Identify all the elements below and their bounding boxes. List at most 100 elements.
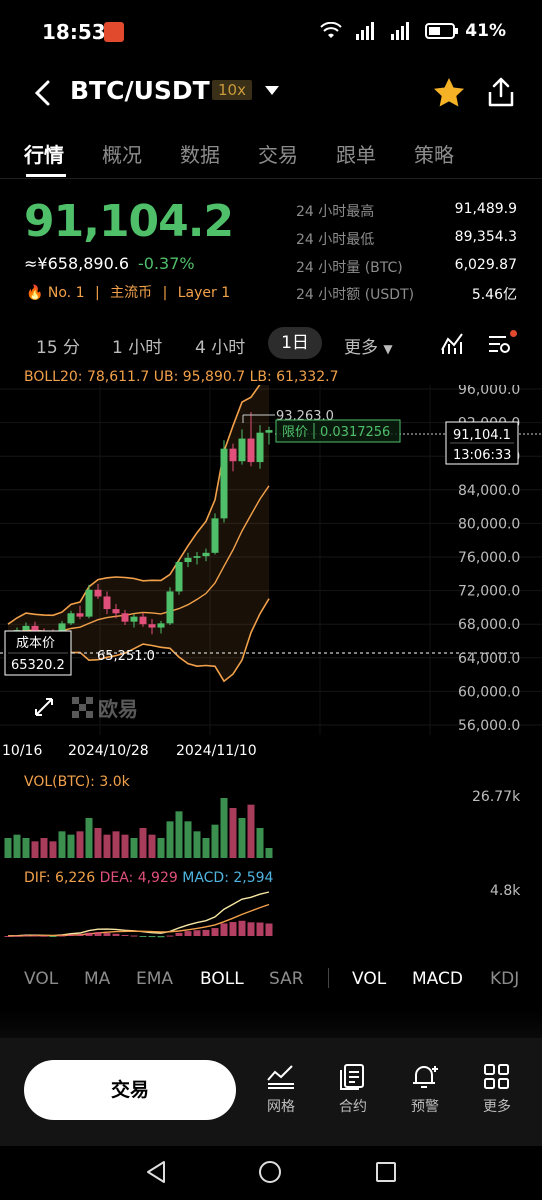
more-button[interactable]: 更多 xyxy=(472,1064,522,1116)
favorite-star-icon[interactable] xyxy=(432,76,466,108)
stat-label: 24 小时最高 xyxy=(296,204,375,220)
macd-bar xyxy=(112,933,120,936)
low-label: 65,251.0 xyxy=(97,649,155,664)
indicator-sub-macd[interactable]: MACD xyxy=(412,969,463,989)
interval-more[interactable]: 更多 ▼ xyxy=(344,333,393,358)
indicator-sub-vol[interactable]: VOL xyxy=(352,969,387,989)
volume-bars xyxy=(4,798,273,858)
alert-button[interactable]: 预警 xyxy=(400,1064,450,1116)
volume-legend: VOL(BTC): 3.0k xyxy=(24,774,130,790)
nav-recents-icon[interactable] xyxy=(374,1160,398,1184)
divider xyxy=(0,178,542,179)
contract-button[interactable]: 合约 xyxy=(328,1064,378,1116)
interval-4h[interactable]: 4 小时 xyxy=(195,338,246,358)
tab-strategy[interactable]: 策略 xyxy=(414,143,454,167)
macd-bar xyxy=(220,923,228,936)
stat-value: 91,489.9 xyxy=(454,201,517,217)
indicator-sub-kdj[interactable]: KDJ xyxy=(490,969,520,989)
candle-body xyxy=(103,596,111,610)
volume-bar xyxy=(58,831,66,858)
boll-upper-line xyxy=(7,385,261,625)
pair-title[interactable]: BTC/USDT xyxy=(70,76,210,105)
rank-tags[interactable]: 🔥 No. 1 | 主流币 | Layer 1 xyxy=(26,285,231,301)
macd-bar xyxy=(85,932,93,936)
macd-bar xyxy=(157,936,165,938)
stat-label: 24 小时额 (USDT) xyxy=(296,287,415,303)
grid-button-label: 网格 xyxy=(267,1099,295,1115)
date-label: 2024/11/10 xyxy=(176,743,257,759)
indicator-ema[interactable]: EMA xyxy=(136,969,174,989)
indicator-boll[interactable]: BOLL xyxy=(200,969,244,989)
price-axis-label: 64,000.0 xyxy=(458,651,520,667)
macd-dea: DEA: 4,929 xyxy=(99,870,178,886)
chart-settings-icon[interactable] xyxy=(486,332,512,356)
date-label: 10/16 xyxy=(2,743,42,759)
nav-back-icon[interactable] xyxy=(144,1160,168,1184)
candle-body xyxy=(130,616,138,622)
interval-1h[interactable]: 1 小时 xyxy=(112,338,163,358)
price-axis-label: 68,000.0 xyxy=(458,617,520,633)
candle-body xyxy=(229,448,237,462)
tab-market[interactable]: 行情 xyxy=(24,143,64,167)
indicator-vol[interactable]: VOL xyxy=(24,969,59,989)
stat-label: 24 小时量 (BTC) xyxy=(296,260,403,276)
indicator-ma[interactable]: MA xyxy=(84,969,111,989)
macd-bar xyxy=(256,922,264,936)
candle-body xyxy=(22,625,30,631)
volume-bar xyxy=(247,804,255,858)
tab-copy-trading[interactable]: 跟单 xyxy=(336,143,376,167)
macd-bar xyxy=(103,932,111,936)
macd-bar xyxy=(13,935,21,937)
price-axis-label: 96,000.0 xyxy=(458,385,520,398)
interval-15m[interactable]: 15 分 xyxy=(36,338,81,358)
grid-button[interactable]: 网格 xyxy=(256,1064,306,1116)
macd-bar xyxy=(130,935,138,937)
tab-overview[interactable]: 概况 xyxy=(102,143,142,167)
chevron-down-icon: ▼ xyxy=(383,342,393,356)
cny-price: ≈¥658,890.6 xyxy=(24,254,130,273)
signal-icon xyxy=(391,22,410,40)
volume-bar xyxy=(148,834,156,858)
interval-1d[interactable]: 1日 xyxy=(268,327,322,359)
tab-data[interactable]: 数据 xyxy=(180,143,220,167)
share-icon[interactable] xyxy=(486,76,516,108)
candle-body xyxy=(31,625,39,632)
watermark-text: 欧易 xyxy=(98,697,138,721)
macd-bar xyxy=(4,936,12,937)
contract-button-label: 合约 xyxy=(339,1099,367,1115)
chevron-down-icon[interactable] xyxy=(265,86,279,95)
candle-body xyxy=(175,562,183,592)
back-icon[interactable] xyxy=(30,78,56,108)
alert-button-label: 预警 xyxy=(411,1099,439,1115)
limit-order-label: 限价 xyxy=(282,425,308,440)
nav-home-icon[interactable] xyxy=(258,1160,282,1184)
trade-button[interactable]: 交易 xyxy=(24,1060,236,1120)
macd-bar xyxy=(40,935,48,937)
more-button-label: 更多 xyxy=(483,1099,511,1115)
volume-axis-max: 26.77k xyxy=(472,789,521,805)
indicator-icon[interactable] xyxy=(440,330,464,356)
indicator-sar[interactable]: SAR xyxy=(269,969,304,989)
candlestick-chart[interactable]: 96,000.092,000.088,000.084,000.080,000.0… xyxy=(0,385,542,955)
candle-body xyxy=(220,448,228,519)
volume-bar xyxy=(193,831,201,858)
price-axis-label: 76,000.0 xyxy=(458,550,520,566)
candle-body xyxy=(211,518,219,553)
status-indicators: 41% xyxy=(314,21,506,41)
volume-bar xyxy=(13,834,21,858)
limit-order-box xyxy=(275,419,401,443)
volume-bar xyxy=(139,828,147,858)
candle-body xyxy=(238,438,246,462)
macd-bar xyxy=(31,935,39,937)
okx-logo-watermark: 欧易 xyxy=(72,697,138,721)
candle-body xyxy=(184,557,192,563)
macd-bar xyxy=(238,920,246,936)
leverage-badge[interactable]: 10x xyxy=(212,80,252,100)
tab-trade[interactable]: 交易 xyxy=(258,143,298,167)
candle-body xyxy=(58,623,66,636)
price-axis-label: 56,000.0 xyxy=(458,718,520,734)
volume-bar xyxy=(94,828,102,858)
macd-bar xyxy=(229,922,237,936)
volume-bar xyxy=(4,838,12,858)
candle-body xyxy=(193,556,201,558)
